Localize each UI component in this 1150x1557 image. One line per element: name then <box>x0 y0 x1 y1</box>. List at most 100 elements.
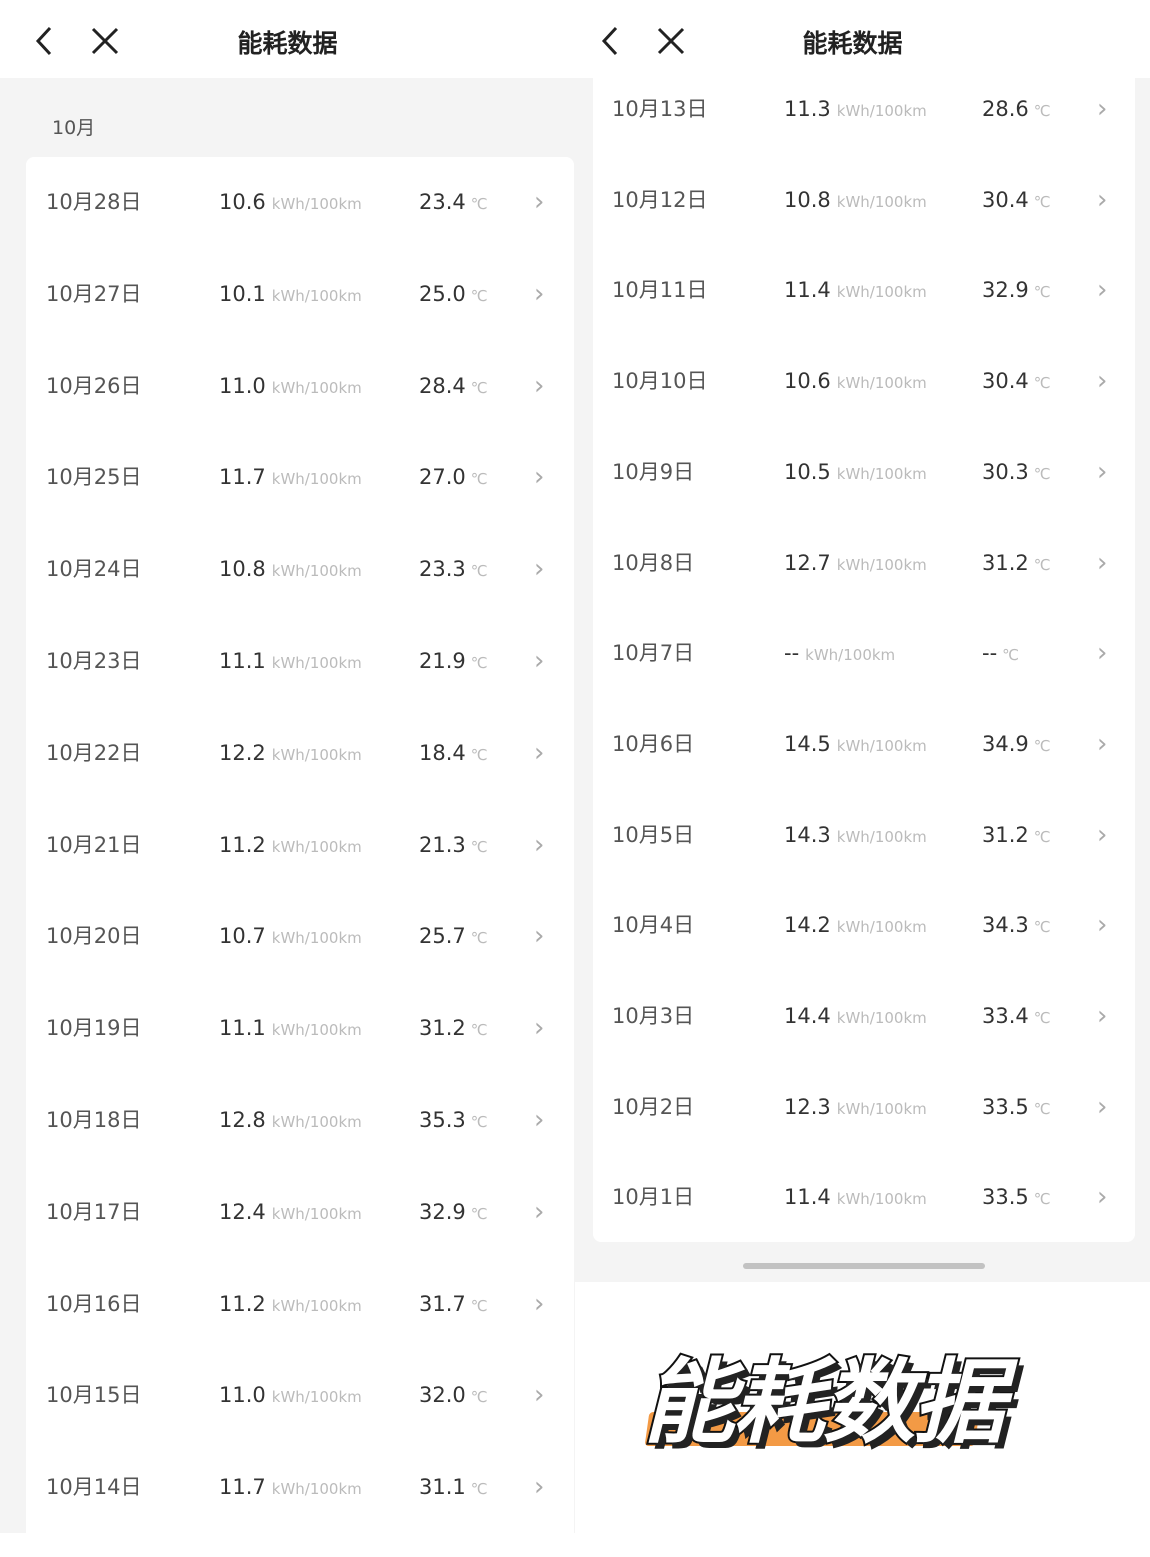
consumption-number: 10.7 <box>219 924 266 949</box>
chevron-left-icon[interactable] <box>30 24 60 58</box>
temperature-value: 21.3 ℃ <box>419 825 488 867</box>
date-label: 10月19日 <box>46 1016 142 1041</box>
temperature-unit: ℃ <box>1033 192 1051 211</box>
list-item[interactable]: 10月17日 12.4 kWh/100km 32.9 ℃ › <box>26 1192 574 1232</box>
temperature-value: 28.6 ℃ <box>982 89 1051 131</box>
close-icon[interactable] <box>88 24 122 58</box>
consumption-unit: kWh/100km <box>836 827 927 846</box>
consumption-unit: kWh/100km <box>836 283 927 302</box>
list-item[interactable]: 10月15日 11.0 kWh/100km 32.0 ℃ › <box>26 1375 574 1415</box>
page-title: 能耗数据 <box>802 29 903 58</box>
list-item[interactable]: 10月27日 10.1 kWh/100km 25.0 ℃ › <box>26 274 574 314</box>
list-item[interactable]: 10月6日 14.5 kWh/100km 34.9 ℃ › <box>593 724 1135 764</box>
date-label: 10月12日 <box>612 187 708 212</box>
temperature-unit: ℃ <box>470 195 488 213</box>
left-screen: 能耗数据 10月 10月28日 10.6 kWh/100km 23.4 ℃ › 10月27日… <box>0 0 575 1557</box>
list-item[interactable]: 10月4日 14.2 kWh/100km 34.3 ℃ › <box>593 905 1135 945</box>
temperature-unit: ℃ <box>470 837 488 856</box>
temperature-number: 34.9 <box>982 731 1029 756</box>
chevron-left-icon[interactable] <box>596 24 626 58</box>
consumption-number: 12.2 <box>219 740 266 765</box>
date-label: 10月20日 <box>46 924 142 949</box>
list-item[interactable]: 10月23日 11.1 kWh/100km 21.9 ℃ › <box>26 641 574 681</box>
consumption-number: 10.6 <box>219 190 266 214</box>
chevron-right-icon: › <box>534 921 545 952</box>
consumption-value: 10.1 kWh/100km <box>219 274 362 316</box>
consumption-number: 14.5 <box>784 731 831 756</box>
temperature-unit: ℃ <box>470 654 488 672</box>
list-item[interactable]: 10月28日 10.6 kWh/100km 23.4 ℃ › <box>26 182 574 222</box>
list-item[interactable]: 10月3日 14.4 kWh/100km 33.4 ℃ › <box>593 996 1135 1036</box>
chevron-right-icon: › <box>534 554 545 585</box>
list-item[interactable]: 10月2日 12.3 kWh/100km 33.5 ℃ › <box>593 1087 1135 1127</box>
temperature-number: 23.4 <box>419 190 466 214</box>
list-item[interactable]: 10月7日 -- kWh/100km -- ℃ › <box>593 633 1135 673</box>
temperature-number: 31.7 <box>419 1291 466 1316</box>
temperature-number: 18.4 <box>419 740 466 765</box>
temperature-unit: ℃ <box>470 562 488 581</box>
consumption-unit: kWh/100km <box>271 1296 362 1315</box>
list-item[interactable]: 10月16日 11.2 kWh/100km 31.7 ℃ › <box>26 1284 574 1324</box>
date-label: 10月16日 <box>46 1291 142 1316</box>
temperature-value: 33.5 ℃ <box>982 1177 1051 1219</box>
nav-header: 能耗数据 <box>0 0 575 78</box>
consumption-unit: kWh/100km <box>271 286 362 305</box>
temperature-value: 33.4 ℃ <box>982 996 1051 1038</box>
list-item[interactable]: 10月26日 11.0 kWh/100km 28.4 ℃ › <box>26 366 574 406</box>
consumption-value: 11.2 kWh/100km <box>219 825 362 867</box>
list-item[interactable]: 10月21日 11.2 kWh/100km 21.3 ℃ › <box>26 825 574 865</box>
chevron-right-icon: › <box>1097 456 1108 487</box>
list-item[interactable]: 10月20日 10.7 kWh/100km 25.7 ℃ › <box>26 916 574 956</box>
chevron-right-icon: › <box>534 1013 545 1044</box>
list-item[interactable]: 10月1日 11.4 kWh/100km 33.5 ℃ › <box>593 1177 1135 1217</box>
temperature-number: 33.5 <box>982 1185 1029 1210</box>
list-item[interactable]: 10月10日 10.6 kWh/100km 30.4 ℃ › <box>593 361 1135 401</box>
consumption-unit: kWh/100km <box>271 929 362 948</box>
list-item[interactable]: 10月25日 11.7 kWh/100km 27.0 ℃ › <box>26 457 574 497</box>
temperature-number: 33.4 <box>982 1004 1029 1028</box>
temperature-value: 32.9 ℃ <box>419 1192 488 1234</box>
consumption-number: 11.1 <box>219 649 266 673</box>
consumption-unit: kWh/100km <box>271 562 362 581</box>
temperature-value: 34.9 ℃ <box>982 724 1051 766</box>
list-item[interactable]: 10月18日 12.8 kWh/100km 35.3 ℃ › <box>26 1100 574 1140</box>
list-item[interactable]: 10月14日 11.7 kWh/100km 31.1 ℃ › <box>26 1467 574 1507</box>
date-label: 10月23日 <box>46 649 142 673</box>
list-item[interactable]: 10月22日 12.2 kWh/100km 18.4 ℃ › <box>26 733 574 773</box>
temperature-value: 31.2 ℃ <box>982 815 1051 857</box>
list-item[interactable]: 10月11日 11.4 kWh/100km 32.9 ℃ › <box>593 270 1135 310</box>
consumption-value: 11.4 kWh/100km <box>784 1177 927 1219</box>
temperature-value: 31.2 ℃ <box>982 543 1051 585</box>
list-item[interactable]: 10月9日 10.5 kWh/100km 30.3 ℃ › <box>593 452 1135 492</box>
temperature-unit: ℃ <box>1033 736 1051 755</box>
close-icon[interactable] <box>654 24 688 58</box>
temperature-number: 28.6 <box>982 97 1029 121</box>
consumption-value: 11.1 kWh/100km <box>219 641 362 683</box>
list-item[interactable]: 10月8日 12.7 kWh/100km 31.2 ℃ › <box>593 543 1135 583</box>
consumption-number: 10.1 <box>219 281 266 306</box>
list-item[interactable]: 10月19日 11.1 kWh/100km 31.2 ℃ › <box>26 1008 574 1048</box>
list-item[interactable]: 10月12日 10.8 kWh/100km 30.4 ℃ › <box>593 180 1135 220</box>
right-screen: 能耗数据 10月13日 11.3 kWh/100km 28.6 ℃ › 10月12日 10.8… <box>575 0 1150 1533</box>
temperature-unit: ℃ <box>1033 374 1051 393</box>
date-label: 10月9日 <box>612 459 695 484</box>
consumption-number: 11.2 <box>219 1291 266 1316</box>
date-label: 10月13日 <box>612 97 708 121</box>
list-item[interactable]: 10月5日 14.3 kWh/100km 31.2 ℃ › <box>593 815 1135 855</box>
chevron-right-icon: › <box>534 829 545 860</box>
temperature-number: 34.3 <box>982 913 1029 938</box>
temperature-value: 21.9 ℃ <box>419 641 488 683</box>
temperature-unit: ℃ <box>470 1388 488 1407</box>
list-item[interactable]: 10月24日 10.8 kWh/100km 23.3 ℃ › <box>26 549 574 589</box>
temperature-unit: ℃ <box>1033 464 1051 483</box>
temperature-unit: ℃ <box>470 1113 488 1131</box>
list-item[interactable]: 10月13日 11.3 kWh/100km 28.6 ℃ › <box>593 89 1135 129</box>
consumption-value: -- kWh/100km <box>784 633 895 675</box>
temperature-unit: ℃ <box>470 1204 488 1223</box>
consumption-unit: kWh/100km <box>271 195 362 213</box>
consumption-value: 14.5 kWh/100km <box>784 724 927 766</box>
scrollbar[interactable] <box>743 1263 985 1269</box>
temperature-number: 21.3 <box>419 832 466 857</box>
temperature-number: 25.7 <box>419 924 466 949</box>
consumption-number: 10.8 <box>784 187 831 212</box>
